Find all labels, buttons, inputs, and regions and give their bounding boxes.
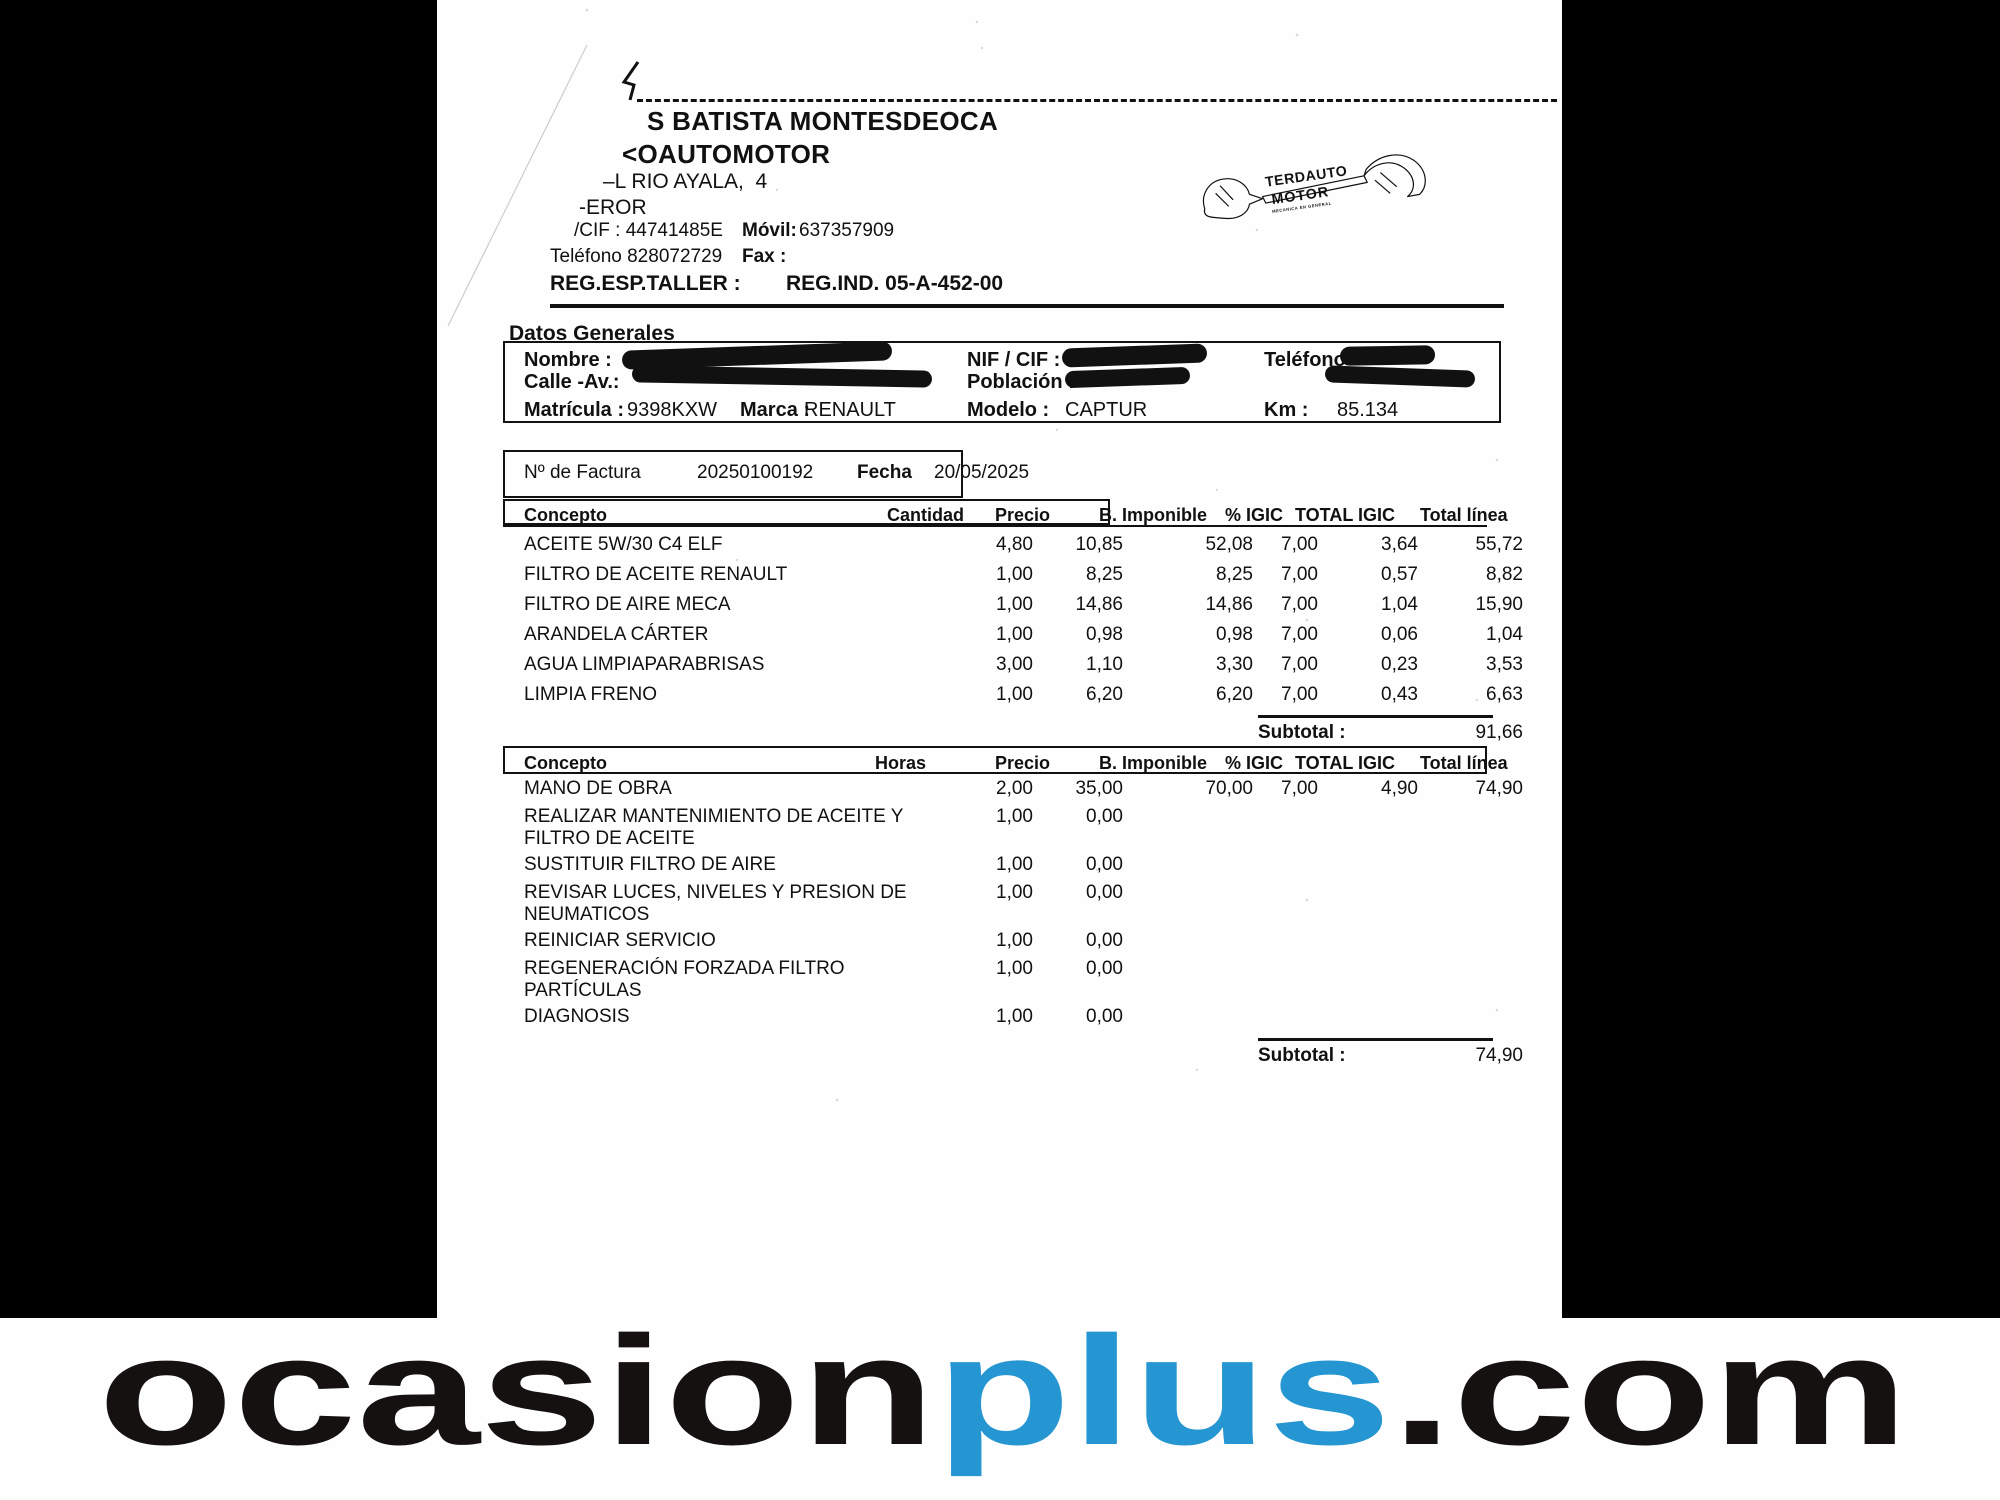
svg-text:TERDAUTO: TERDAUTO: [1264, 163, 1348, 190]
